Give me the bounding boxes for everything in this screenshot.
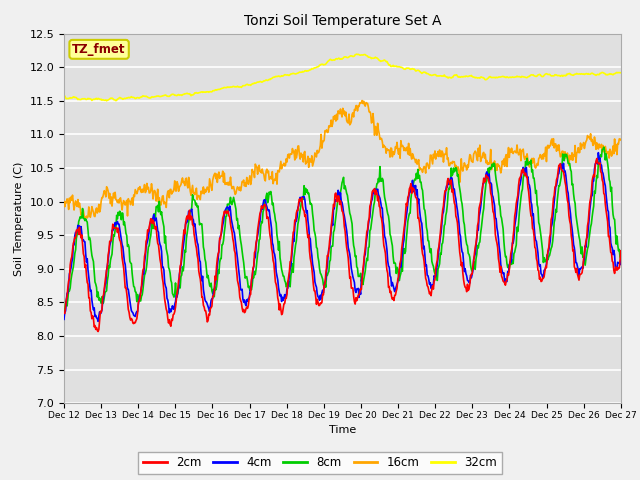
2cm bbox=[214, 251, 222, 257]
8cm bbox=[214, 277, 221, 283]
32cm bbox=[428, 72, 436, 78]
2cm bbox=[94, 329, 102, 335]
16cm bbox=[617, 137, 625, 143]
4cm bbox=[128, 309, 136, 315]
Text: TZ_fmet: TZ_fmet bbox=[72, 43, 126, 56]
2cm bbox=[428, 293, 435, 299]
2cm bbox=[593, 156, 600, 161]
32cm bbox=[617, 70, 625, 75]
4cm bbox=[428, 286, 435, 291]
Line: 16cm: 16cm bbox=[64, 100, 621, 219]
8cm bbox=[600, 144, 607, 150]
4cm bbox=[214, 256, 222, 262]
32cm bbox=[353, 51, 360, 57]
16cm bbox=[81, 216, 89, 222]
Line: 32cm: 32cm bbox=[64, 54, 621, 101]
4cm bbox=[94, 318, 102, 324]
32cm bbox=[214, 86, 222, 92]
16cm bbox=[358, 97, 366, 103]
16cm bbox=[60, 199, 68, 204]
X-axis label: Time: Time bbox=[329, 425, 356, 435]
16cm bbox=[128, 195, 136, 201]
Title: Tonzi Soil Temperature Set A: Tonzi Soil Temperature Set A bbox=[244, 14, 441, 28]
4cm bbox=[185, 208, 193, 214]
32cm bbox=[185, 91, 193, 97]
2cm bbox=[128, 317, 136, 323]
16cm bbox=[214, 172, 222, 178]
32cm bbox=[103, 98, 111, 104]
16cm bbox=[70, 207, 78, 213]
8cm bbox=[617, 256, 625, 262]
2cm bbox=[617, 248, 625, 254]
8cm bbox=[410, 178, 418, 184]
4cm bbox=[70, 242, 78, 248]
2cm bbox=[70, 238, 78, 244]
2cm bbox=[185, 212, 193, 217]
16cm bbox=[412, 160, 419, 166]
8cm bbox=[70, 258, 78, 264]
Line: 2cm: 2cm bbox=[64, 158, 621, 332]
4cm bbox=[60, 316, 68, 322]
32cm bbox=[70, 94, 78, 100]
32cm bbox=[60, 93, 68, 99]
16cm bbox=[428, 156, 436, 162]
8cm bbox=[60, 312, 68, 317]
Y-axis label: Soil Temperature (C): Soil Temperature (C) bbox=[14, 161, 24, 276]
4cm bbox=[595, 150, 602, 156]
4cm bbox=[617, 256, 625, 262]
8cm bbox=[184, 225, 192, 231]
16cm bbox=[185, 175, 193, 180]
Line: 4cm: 4cm bbox=[64, 153, 621, 321]
2cm bbox=[411, 191, 419, 196]
2cm bbox=[60, 310, 68, 316]
8cm bbox=[426, 250, 434, 255]
4cm bbox=[411, 186, 419, 192]
Line: 8cm: 8cm bbox=[64, 147, 621, 314]
32cm bbox=[128, 95, 136, 100]
Legend: 2cm, 4cm, 8cm, 16cm, 32cm: 2cm, 4cm, 8cm, 16cm, 32cm bbox=[138, 452, 502, 474]
8cm bbox=[127, 261, 135, 266]
32cm bbox=[412, 68, 419, 74]
